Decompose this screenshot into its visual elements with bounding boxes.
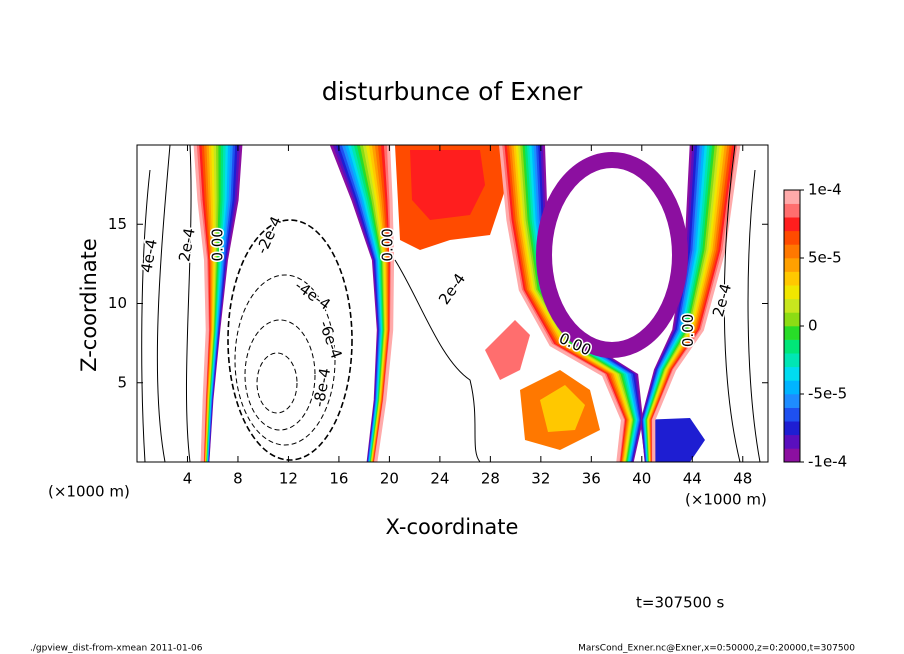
time-label: t=307500 s [636, 594, 724, 612]
colorbar-swatch [784, 434, 800, 449]
colorbar-swatch [784, 244, 800, 259]
footer-left: ./gpview_dist-from-xmean 2011-01-06 [30, 644, 203, 654]
contour-label: -8e-4 [310, 367, 335, 409]
y-axis-label: Z-coordinate [77, 238, 101, 372]
contour-label: 4e-4 [137, 238, 161, 274]
colorbar-swatch [784, 312, 800, 327]
colorbar-swatch [784, 448, 800, 463]
field [193, 145, 741, 462]
contour-line [244, 319, 316, 431]
colorbar-swatch [784, 380, 800, 395]
colorbar-swatch [784, 353, 800, 368]
colorbar-swatch [784, 230, 800, 245]
colorbar-tick-label: 0 [808, 317, 818, 335]
chart-title: disturbunce of Exner [322, 77, 583, 106]
contour-label: 2e-4 [435, 270, 469, 308]
contour-label: -6e-4 [315, 318, 345, 361]
colorbar-swatch [784, 190, 800, 204]
colorbar-swatch [784, 258, 800, 272]
contours [141, 145, 761, 462]
colorbar-tick-label: -5e-5 [808, 385, 847, 403]
field-region [640, 418, 705, 462]
footer-right: MarsCond_Exner.nc@Exner,x=0:50000,z=0:20… [578, 644, 855, 654]
contour-line [185, 145, 192, 462]
colorbar-swatch [784, 217, 800, 232]
x-tick-label: 24 [430, 470, 449, 488]
x-tick-label: 32 [531, 470, 550, 488]
field-region [536, 152, 688, 358]
x-tick-label: 16 [329, 470, 348, 488]
colorbar-tick-label: -1e-4 [808, 453, 847, 471]
x-tick-label: 20 [380, 470, 399, 488]
x-unit-label: (×1000 m) [685, 491, 767, 509]
x-tick-label: 4 [183, 470, 193, 488]
contour-label: 0.00 [208, 228, 226, 261]
contour-label: 0.00 [679, 314, 697, 347]
colorbar-swatch [784, 394, 800, 408]
field-band [374, 145, 395, 462]
x-tick-label: 40 [632, 470, 651, 488]
colorbar-tick-label: 1e-4 [808, 181, 842, 199]
colorbar-swatch [784, 271, 800, 286]
contour-label: -2e-4 [253, 214, 286, 257]
field-region [485, 320, 530, 380]
x-tick-label: 8 [233, 470, 243, 488]
field-region [410, 150, 485, 220]
field-region [540, 385, 585, 432]
contour-line [227, 219, 353, 461]
contour-label: 0.00 [379, 228, 397, 261]
y-tick-label: 5 [117, 373, 127, 391]
x-tick-label: 48 [733, 470, 752, 488]
contour-line [394, 259, 481, 462]
x-unit-label: (×1000 m) [48, 483, 130, 501]
colorbar-swatch [784, 421, 800, 436]
colorbar-swatch [784, 203, 800, 218]
colorbar-swatch [784, 326, 800, 340]
colorbar-swatch [784, 298, 800, 313]
x-tick-label: 44 [683, 470, 702, 488]
x-axis-label: X-coordinate [386, 515, 519, 539]
y-tick-label: 10 [108, 294, 127, 312]
contour-line [256, 352, 298, 414]
colorbar-swatch [784, 407, 800, 422]
contour-line [156, 145, 171, 462]
y-tick-label: 15 [108, 215, 127, 233]
contour-line [234, 274, 336, 446]
contour-line [747, 169, 761, 462]
colorbar-swatch [784, 339, 800, 354]
colorbar-swatch [784, 366, 800, 381]
contour-line [141, 169, 151, 462]
contour-label: -4e-4 [292, 277, 334, 314]
colorbar-tick-label: 5e-5 [808, 249, 842, 267]
field-band [499, 145, 625, 462]
colorbar-swatch [784, 285, 800, 300]
x-tick-label: 28 [481, 470, 500, 488]
x-tick-label: 36 [582, 470, 601, 488]
contour-label: 2e-4 [175, 227, 199, 263]
field-band [193, 145, 209, 462]
contour-line [723, 145, 741, 462]
x-tick-label: 12 [279, 470, 298, 488]
